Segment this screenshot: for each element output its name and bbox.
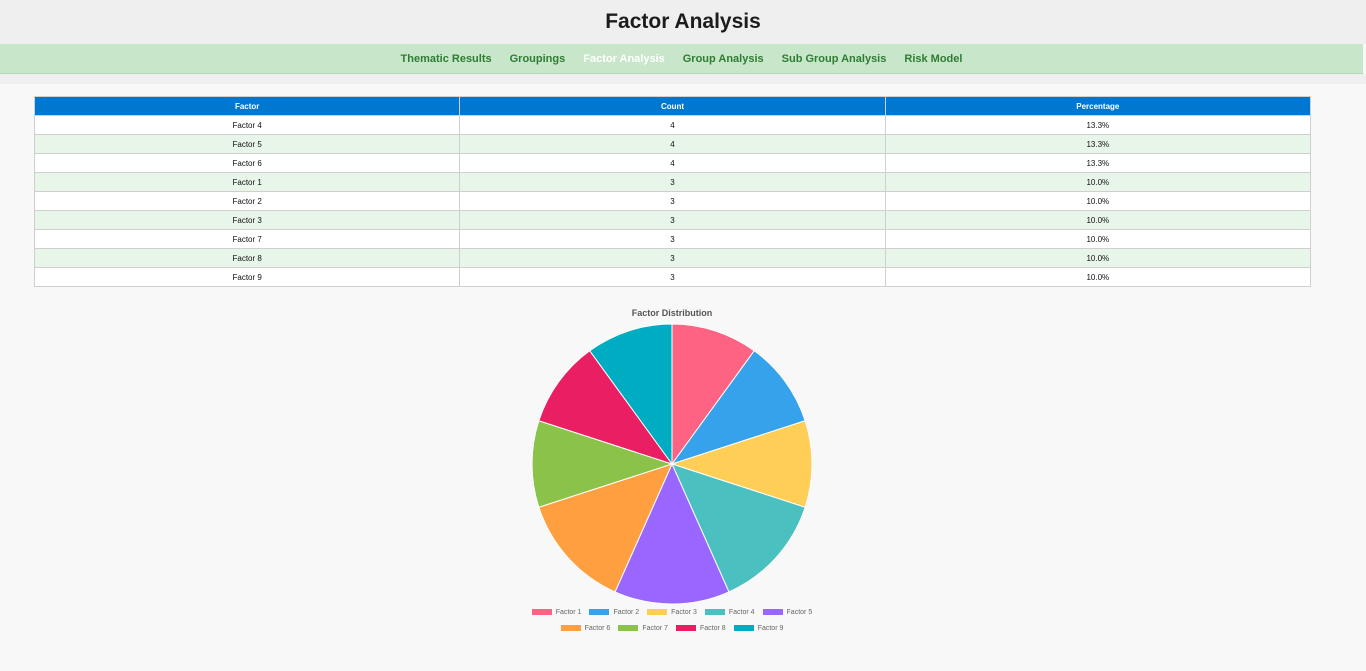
pie-slice-9[interactable] <box>589 323 673 466</box>
legend-swatch <box>704 609 725 615</box>
cell-percentage: 13.3% <box>884 134 1312 154</box>
factor-table-container: Factor Count Percentage Factor 4 4 13.3%… <box>33 96 1312 287</box>
cell-factor: Factor 8 <box>33 248 461 268</box>
pie-slice-2[interactable] <box>670 350 806 465</box>
pie-slice-8[interactable] <box>538 350 674 465</box>
chart-title: Factor Distribution <box>631 308 713 318</box>
cell-percentage: 10.0% <box>884 191 1312 211</box>
legend-item-5[interactable]: Factor 5 <box>762 608 813 616</box>
pie-slice-5[interactable] <box>614 462 730 605</box>
pie-slice-4[interactable] <box>671 463 806 593</box>
cell-percentage: 10.0% <box>884 267 1312 287</box>
legend-label: Factor 2 <box>613 608 640 616</box>
cell-percentage: 10.0% <box>884 210 1312 230</box>
table-row: Factor 1 3 10.0% <box>33 172 1312 192</box>
nav-sub-group-analysis[interactable]: Sub Group Analysis <box>781 52 887 65</box>
legend-label: Factor 1 <box>555 608 582 616</box>
table-row: Factor 3 3 10.0% <box>33 210 1312 230</box>
cell-percentage: 13.3% <box>884 115 1312 135</box>
legend-swatch <box>560 625 581 631</box>
cell-count: 4 <box>459 115 886 135</box>
legend-item-4[interactable]: Factor 4 <box>704 608 755 616</box>
legend-label: Factor 7 <box>642 624 668 632</box>
cell-count: 4 <box>459 134 886 154</box>
cell-count: 3 <box>459 191 886 211</box>
legend-label: Factor 5 <box>786 608 813 616</box>
legend-item-9[interactable]: Factor 9 <box>733 624 784 632</box>
nav-factor-analysis[interactable]: Factor Analysis <box>583 52 665 65</box>
header-percentage: Percentage <box>884 96 1312 116</box>
table-row: Factor 4 4 13.3% <box>33 115 1312 135</box>
pie-slice-1[interactable] <box>671 323 755 466</box>
page-title: Factor Analysis <box>605 10 761 33</box>
legend-label: Factor 4 <box>728 608 755 616</box>
legend-swatch <box>647 609 668 615</box>
legend-swatch <box>733 625 754 631</box>
table-row: Factor 9 3 10.0% <box>33 267 1312 287</box>
pie-slice-7[interactable] <box>531 420 674 508</box>
table-row: Factor 6 4 13.3% <box>33 153 1312 173</box>
pie-slice-3[interactable] <box>670 420 813 508</box>
cell-percentage: 13.3% <box>884 153 1312 173</box>
chart-legend: Factor 1 Factor 2 Factor 3 Factor 4 Factor 5… <box>522 608 822 632</box>
page-header: Factor Analysis <box>0 0 1366 44</box>
legend-item-2[interactable]: Factor 2 <box>589 608 639 616</box>
cell-factor: Factor 3 <box>33 210 461 230</box>
cell-factor: Factor 4 <box>33 115 461 135</box>
legend-label: Factor 6 <box>584 624 611 632</box>
legend-swatch <box>762 609 783 615</box>
cell-count: 3 <box>459 172 886 192</box>
nav-thematic-results[interactable]: Thematic Results <box>400 52 492 65</box>
cell-factor: Factor 6 <box>33 153 461 173</box>
factor-distribution-chart: Factor Distribution Factor 1 Factor 2 Fact… <box>522 304 822 644</box>
nav-bar: Thematic Results Groupings Factor Analys… <box>0 44 1363 74</box>
legend-label: Factor 9 <box>757 624 784 632</box>
cell-percentage: 10.0% <box>884 172 1312 192</box>
cell-count: 4 <box>459 153 886 173</box>
cell-count: 3 <box>459 210 886 230</box>
header-count: Count <box>459 96 886 116</box>
legend-swatch <box>618 625 639 631</box>
pie-slice-6[interactable] <box>538 463 673 593</box>
pie-chart <box>531 323 813 605</box>
cell-factor: Factor 7 <box>33 229 461 249</box>
header-divider <box>0 74 1366 84</box>
legend-swatch <box>531 609 552 615</box>
cell-count: 3 <box>459 229 886 249</box>
table-row: Factor 8 3 10.0% <box>33 248 1312 268</box>
legend-item-6[interactable]: Factor 6 <box>560 624 611 632</box>
legend-swatch <box>589 609 610 615</box>
cell-factor: Factor 9 <box>33 267 461 287</box>
nav-risk-model[interactable]: Risk Model <box>904 52 963 65</box>
factor-table: Factor Count Percentage Factor 4 4 13.3%… <box>33 96 1312 287</box>
legend-label: Factor 3 <box>671 608 697 616</box>
table-header-row: Factor Count Percentage <box>33 96 1312 116</box>
legend-item-8[interactable]: Factor 8 <box>676 624 726 632</box>
cell-factor: Factor 5 <box>33 134 461 154</box>
cell-factor: Factor 1 <box>33 172 461 192</box>
table-row: Factor 5 4 13.3% <box>33 134 1312 154</box>
legend-item-3[interactable]: Factor 3 <box>647 608 697 616</box>
cell-count: 3 <box>459 248 886 268</box>
legend-item-7[interactable]: Factor 7 <box>618 624 668 632</box>
legend-item-1[interactable]: Factor 1 <box>531 608 582 616</box>
nav-group-analysis[interactable]: Group Analysis <box>682 52 764 65</box>
cell-percentage: 10.0% <box>884 248 1312 268</box>
cell-count: 3 <box>459 267 886 287</box>
cell-factor: Factor 2 <box>33 191 461 211</box>
legend-label: Factor 8 <box>700 624 726 632</box>
nav-groupings[interactable]: Groupings <box>509 52 566 65</box>
table-row: Factor 7 3 10.0% <box>33 229 1312 249</box>
table-row: Factor 2 3 10.0% <box>33 191 1312 211</box>
header-factor: Factor <box>33 96 461 116</box>
legend-swatch <box>676 625 696 631</box>
cell-percentage: 10.0% <box>884 229 1312 249</box>
